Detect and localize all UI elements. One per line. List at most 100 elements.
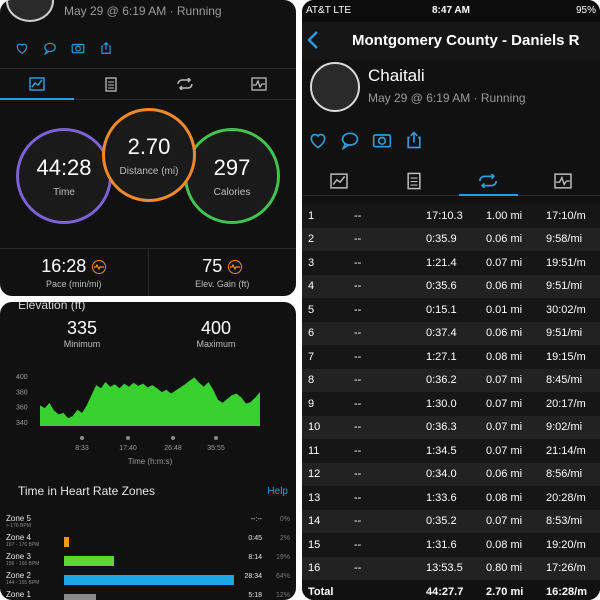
time-label: Time: [53, 186, 75, 198]
share-icon[interactable]: [98, 40, 114, 56]
pace-caption: Pace (min/mi): [45, 279, 102, 289]
split-pace: 17:26/m: [546, 562, 586, 575]
elev-gain-stat[interactable]: 75 Elev. Gain (ft): [147, 249, 297, 296]
comment-icon[interactable]: [42, 40, 58, 56]
tab-stats[interactable]: [526, 166, 600, 195]
split-row[interactable]: 15 -- 1:31.6 0.08 mi 19:20/m: [302, 533, 600, 557]
split-distance: 0.01 mi: [486, 303, 523, 316]
split-action-row: [308, 130, 424, 150]
camera-icon[interactable]: [372, 130, 392, 150]
split-hr: --: [354, 303, 362, 316]
elev-max-value: 400: [200, 318, 232, 338]
zone-bar: [64, 537, 70, 547]
elev-gain-caption: Elev. Gain (ft): [195, 279, 250, 289]
splits-panel: AT&T LTE 8:47 AM 95% Montgomery County -…: [302, 0, 600, 600]
tab-details[interactable]: [74, 69, 148, 99]
split-time: 1:33.6: [426, 491, 457, 504]
elevation-panel: Elevation (ft) 335 Minimum 400 Maximum 4…: [0, 302, 296, 600]
split-pace: 8:45/mi: [546, 374, 583, 387]
split-distance: 0.06 mi: [486, 327, 523, 340]
split-time: 0:37.4: [426, 327, 457, 340]
y-tick-label: 400: [16, 374, 28, 381]
zone-bar: [64, 575, 234, 585]
split-number: 9: [308, 397, 315, 410]
zone-name: Zone 3: [6, 552, 31, 561]
zone-range: 144 - 155 BPM: [6, 580, 40, 586]
split-row[interactable]: 6 -- 0:37.4 0.06 mi 9:51/mi: [302, 321, 600, 345]
comment-icon[interactable]: [340, 130, 360, 150]
elev-max-stat: 400 Maximum: [176, 318, 256, 349]
split-time: 1:21.4: [426, 256, 457, 269]
split-pace: 19:51/m: [546, 256, 586, 269]
split-row[interactable]: 7 -- 1:27.1 0.08 mi 19:15/m: [302, 345, 600, 369]
split-row[interactable]: 12 -- 0:34.0 0.06 mi 8:56/mi: [302, 462, 600, 486]
tab-stats[interactable]: [222, 69, 296, 99]
tab-overview[interactable]: [302, 166, 377, 195]
zone-percent: 64%: [275, 573, 290, 580]
split-distance: 1.00 mi: [486, 209, 523, 222]
zone-percent: 0%: [279, 516, 290, 523]
distance-label: Distance (mi): [119, 165, 179, 177]
split-row[interactable]: 16 -- 13:53.5 0.80 mi 17:26/m: [302, 556, 600, 580]
zone-percent: 2%: [279, 535, 290, 542]
calories-label: Calories: [213, 186, 251, 198]
share-icon[interactable]: [404, 130, 424, 150]
splits-table: 1 -- 17:10.3 1.00 mi 17:10/m 2 -- 0:35.9 0.06 mi…: [302, 204, 600, 600]
split-hr: --: [354, 397, 362, 410]
split-row[interactable]: 8 -- 0:36.2 0.07 mi 8:45/mi: [302, 368, 600, 392]
like-icon[interactable]: [14, 40, 30, 56]
pace-stat[interactable]: 16:28 Pace (min/mi): [0, 249, 148, 296]
split-time: 1:31.6: [426, 538, 457, 551]
zone-range: 156 - 166 BPM: [6, 561, 40, 567]
runner-avatar: [6, 0, 54, 22]
zone-range: 167 - 176 BPM: [6, 542, 40, 548]
split-row[interactable]: 1 -- 17:10.3 1.00 mi 17:10/m: [302, 204, 600, 228]
split-distance: 0.06 mi: [486, 280, 523, 293]
split-row[interactable]: 4 -- 0:35.6 0.06 mi 9:51/mi: [302, 274, 600, 298]
help-link[interactable]: Help: [267, 486, 288, 497]
split-row[interactable]: 11 -- 1:34.5 0.07 mi 21:14/m: [302, 439, 600, 463]
split-row[interactable]: 9 -- 1:30.0 0.07 mi 20:17/m: [302, 392, 600, 416]
split-number: 10: [308, 421, 321, 434]
split-row[interactable]: 3 -- 1:21.4 0.07 mi 19:51/m: [302, 251, 600, 275]
split-pace: 19:15/m: [546, 350, 586, 363]
split-row[interactable]: 2 -- 0:35.9 0.06 mi 9:58/mi: [302, 227, 600, 251]
hr-zone-row: Zone 5 > 176 BPM --:-- 0%: [6, 514, 292, 532]
nav-bar: Montgomery County - Daniels R: [302, 22, 600, 60]
split-hr: --: [354, 209, 362, 222]
split-row[interactable]: 5 -- 0:15.1 0.01 mi 30:02/m: [302, 298, 600, 322]
chart-icon: [330, 172, 348, 189]
tab-laps[interactable]: [451, 166, 526, 196]
elev-chart-icon: [228, 259, 243, 274]
carrier-label: AT&T LTE: [306, 5, 352, 16]
split-distance: 0.07 mi: [486, 515, 523, 528]
time-value: 44:28: [36, 154, 92, 180]
hr-zone-row: Zone 1 5:18 12%: [6, 590, 292, 600]
split-number: 16: [308, 562, 321, 575]
like-icon[interactable]: [308, 130, 328, 150]
split-number: 3: [308, 256, 315, 269]
back-chevron-icon[interactable]: [306, 30, 320, 55]
split-hr: --: [354, 444, 362, 457]
split-hr: --: [354, 515, 362, 528]
split-pace: 8:53/mi: [546, 515, 583, 528]
split-hr: --: [354, 421, 362, 434]
elev-min-stat: 335 Minimum: [42, 318, 122, 349]
split-row[interactable]: 14 -- 0:35.2 0.07 mi 8:53/mi: [302, 509, 600, 533]
zone-time: 5:18: [248, 592, 262, 599]
split-hr: --: [354, 374, 362, 387]
tab-overview[interactable]: [0, 69, 74, 100]
split-distance: 2.70 mi: [486, 580, 546, 600]
tab-details[interactable]: [377, 166, 452, 195]
tab-laps[interactable]: [148, 69, 222, 99]
camera-icon[interactable]: [70, 40, 86, 56]
user-name: Chaitali: [368, 66, 425, 85]
x-tick-dot: [80, 436, 84, 440]
split-time: 0:15.1: [426, 303, 457, 316]
zone-bar: [64, 594, 96, 600]
total-row[interactable]: Total 44:27.7 2.70 mi 16:28/m: [302, 580, 600, 600]
split-pace: 19:20/m: [546, 538, 586, 551]
split-distance: 0.07 mi: [486, 374, 523, 387]
split-row[interactable]: 13 -- 1:33.6 0.08 mi 20:28/m: [302, 486, 600, 510]
split-row[interactable]: 10 -- 0:36.3 0.07 mi 9:02/mi: [302, 415, 600, 439]
